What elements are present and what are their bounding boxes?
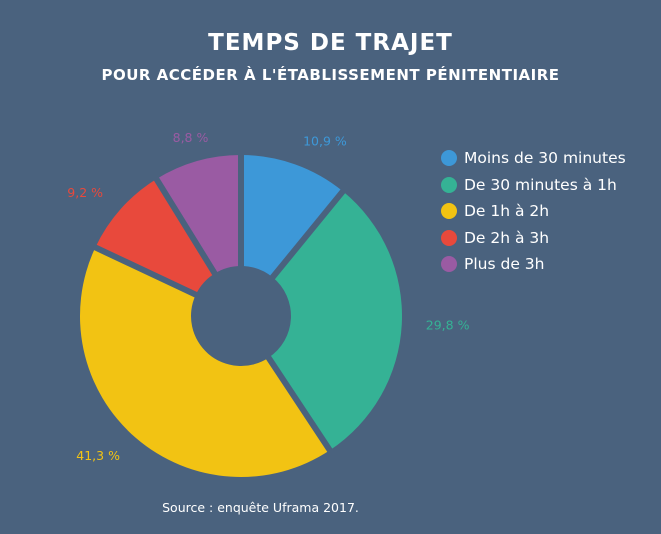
chart-title: TEMPS DE TRAJET [208,30,453,56]
value-label-2: 29,8 % [426,317,470,332]
legend-item: De 30 minutes à 1h [441,172,626,199]
source-note: Source : enquête Uframa 2017. [162,500,359,515]
legend-item: De 1h à 2h [441,198,626,225]
slice-separator [92,243,199,299]
slice-4 [95,178,215,295]
value-label-1: 10,9 % [303,134,347,149]
chart-legend: Moins de 30 minutes De 30 minutes à 1h De … [441,145,626,278]
slice-5 [156,155,241,274]
legend-label: Plus de 3h [464,255,545,274]
legend-swatch [441,176,457,193]
legend-swatch [441,229,457,246]
legend-label: Moins de 30 minutes [464,149,626,168]
legend-swatch [441,203,457,220]
legend-swatch [441,256,457,273]
slice-3 [80,247,330,478]
value-label-3: 41,3 % [76,448,120,463]
slice-separator [152,175,219,277]
slice-2 [268,191,402,451]
chart-subtitle: POUR ACCÉDER À L'ÉTABLISSEMENT PÉNITENTI… [101,66,560,84]
value-label-5: 8,8 % [173,130,209,145]
legend-label: De 2h à 3h [464,228,550,247]
legend-label: De 1h à 2h [464,202,550,221]
legend-item: Plus de 3h [441,251,626,278]
legend-item: Moins de 30 minutes [441,145,626,172]
slice-separator [269,187,347,281]
value-label-4: 9,2 % [67,185,103,200]
slice-separator [264,354,334,454]
legend-swatch [441,150,457,167]
legend-label: De 30 minutes à 1h [464,175,617,194]
slice-1 [241,155,343,278]
legend-item: De 2h à 3h [441,225,626,252]
